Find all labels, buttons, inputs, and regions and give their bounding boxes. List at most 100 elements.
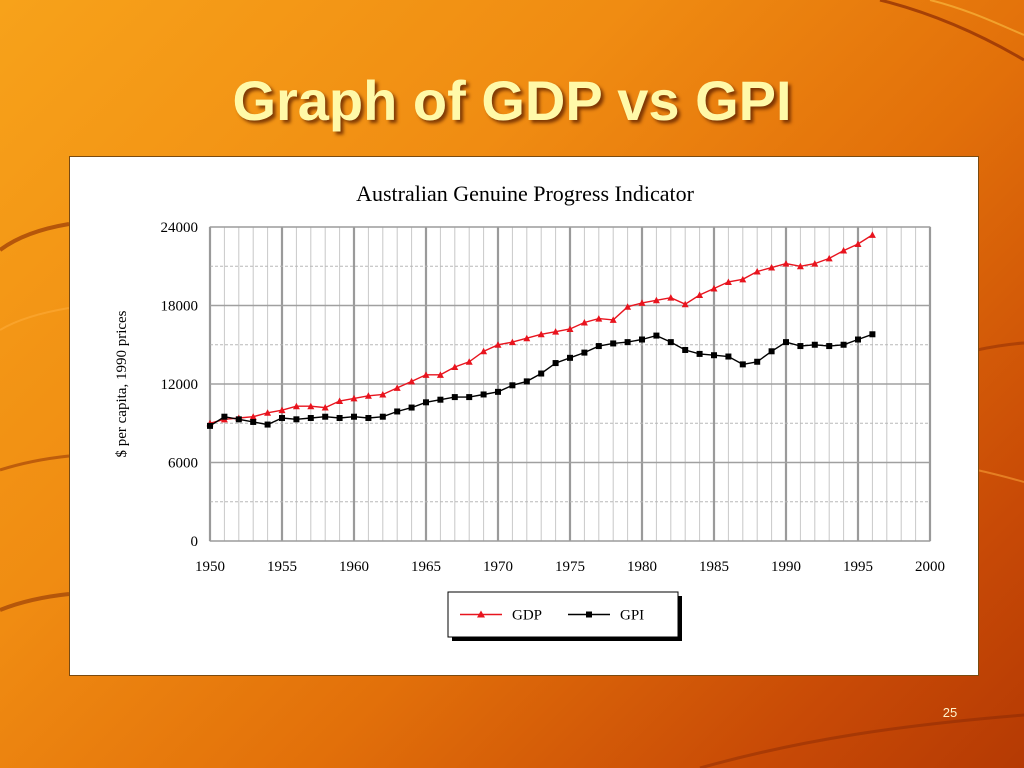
gdp-data-point [321, 404, 329, 411]
gpi-data-point [394, 408, 401, 415]
slide-title: Graph of GDP vs GPI [232, 69, 792, 132]
x-tick-label: 1985 [699, 559, 729, 575]
gdp-data-point [638, 299, 646, 306]
gpi-data-point [624, 339, 631, 346]
gdp-data-point [408, 377, 416, 385]
x-tick-label: 1955 [267, 559, 297, 575]
gpi-data-point [826, 343, 833, 350]
gpi-data-point [855, 336, 861, 343]
gdp-data-point [739, 275, 747, 283]
gdp-data-point [494, 341, 502, 348]
gdp-data-point [292, 402, 300, 410]
gdp-data-point [696, 291, 704, 299]
x-tick-label: 1975 [555, 559, 585, 575]
gpi-data-point [423, 399, 429, 406]
gdp-data-point [379, 390, 387, 398]
gdp-data-point [350, 394, 358, 402]
x-tick-label: 1995 [843, 559, 873, 575]
gpi-data-point [293, 416, 300, 423]
x-tick-label: 1965 [411, 559, 441, 575]
gdp-gpi-line-chart: Australian Genuine Progress Indicator $ … [114, 181, 945, 641]
gpi-data-point [221, 413, 228, 420]
series-layer [206, 231, 876, 429]
gdp-data-point [580, 319, 588, 326]
gpi-data-point [207, 422, 213, 429]
gpi-data-point [783, 339, 789, 346]
legend: GDP GPI [447, 591, 682, 641]
gdp-data-point [724, 278, 732, 285]
gdp-data-point [465, 358, 473, 365]
x-tick-label: 1960 [339, 559, 369, 575]
gpi-data-point [768, 348, 775, 355]
gpi-data-point [696, 350, 703, 357]
y-tick-label: 12000 [161, 377, 199, 393]
chart-panel: Australian Genuine Progress Indicator $ … [69, 156, 979, 676]
gdp-data-point [566, 325, 574, 333]
plot-frame [209, 226, 931, 542]
gpi-data-point [653, 332, 660, 339]
gdp-data-point [436, 371, 444, 378]
gpi-data-point [279, 415, 285, 422]
gdp-data-point [595, 315, 603, 322]
gdp-data-point [422, 371, 430, 378]
gdp-data-point [537, 330, 545, 338]
gdp-data-point [609, 316, 617, 323]
gpi-data-point [581, 349, 588, 356]
gpi-data-point [437, 396, 444, 403]
gpi-data-point [466, 394, 473, 401]
gdp-data-point [796, 262, 804, 270]
gpi-data-point [365, 415, 372, 422]
gdp-data-point [508, 338, 516, 346]
gdp-data-point [307, 402, 315, 410]
gpi-data-point [307, 415, 314, 422]
page-number: 25 [942, 705, 958, 720]
gpi-data-point [811, 341, 818, 348]
gdp-data-point [552, 328, 560, 335]
gpi-data-point [250, 418, 257, 425]
gpi-data-point [725, 353, 732, 360]
gdp-data-point [667, 294, 675, 301]
y-tick-label: 18000 [161, 299, 199, 315]
gpi-data-point [264, 421, 271, 428]
gpi-data-point [451, 394, 458, 401]
gpi-data-point [682, 346, 689, 353]
gdp-data-point [825, 254, 833, 262]
gdp-data-point [624, 303, 632, 310]
gdp-data-point [278, 406, 286, 414]
chart-title: Australian Genuine Progress Indicator [356, 181, 695, 206]
gdp-legend-marker [477, 610, 485, 618]
gpi-data-point [667, 339, 674, 346]
y-tick-label: 6000 [168, 456, 198, 472]
gpi-data-point [754, 358, 761, 365]
x-tick-label: 1970 [483, 559, 513, 575]
gpi-data-point [235, 416, 242, 423]
gdp-data-point [681, 300, 689, 308]
gpi-data-point [408, 404, 415, 411]
gdp-data-point [753, 267, 761, 275]
y-axis-label: $ per capita, 1990 prices [114, 310, 130, 457]
gpi-data-point [567, 354, 573, 361]
gpi-data-point [739, 361, 746, 368]
gpi-data-point [509, 382, 516, 389]
grid-layer [208, 226, 932, 542]
y-tick-label: 24000 [161, 220, 199, 236]
gdp-data-point [811, 260, 819, 267]
gdp-data-point [451, 363, 459, 370]
gdp-data-point [868, 231, 876, 238]
gdp-data-point [710, 284, 718, 292]
gpi-data-point [552, 360, 559, 367]
gpi-data-point [322, 413, 329, 420]
gpi-data-point [538, 370, 545, 377]
gpi-data-point [711, 352, 717, 359]
x-tick-label: 1990 [771, 559, 801, 575]
gdp-data-point [364, 392, 372, 399]
gpi-data-point [351, 413, 357, 420]
gdp-data-point [480, 347, 488, 355]
gpi-data-point [336, 415, 343, 422]
gpi-legend-label: GPI [620, 608, 644, 624]
gpi-data-point [495, 388, 501, 395]
gdp-data-point [249, 413, 257, 420]
gpi-legend-marker [586, 611, 592, 618]
gdp-legend-label: GDP [512, 608, 542, 624]
